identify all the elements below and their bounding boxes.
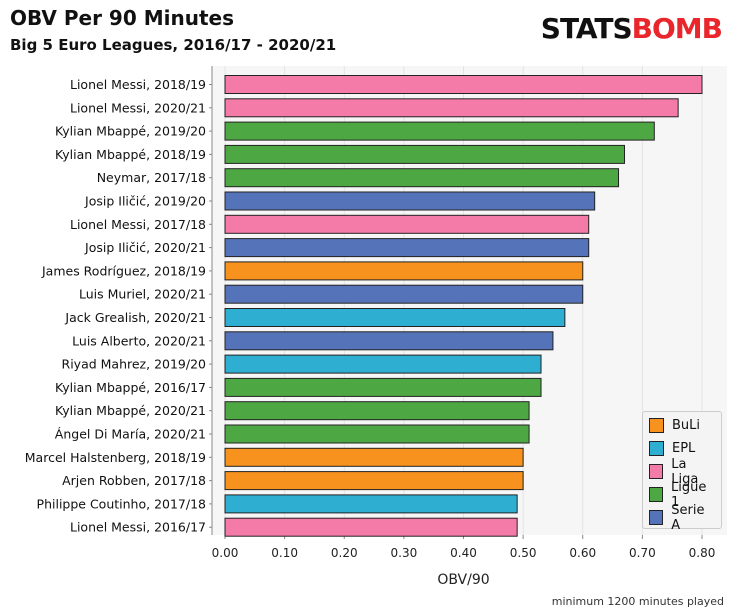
x-tick-label: 0.80 <box>689 546 716 560</box>
bar <box>224 424 530 444</box>
y-category-label: Philippe Coutinho, 2017/18 <box>37 496 206 511</box>
x-tick-label: 0.10 <box>271 546 298 560</box>
bar <box>224 354 542 374</box>
y-category-label: Arjen Robben, 2017/18 <box>62 473 206 488</box>
legend-swatch <box>649 441 664 456</box>
bar <box>224 75 703 94</box>
legend-label: La Liga <box>671 456 699 487</box>
x-tick-label: 0.20 <box>331 546 358 560</box>
legend-label: BuLi <box>672 418 701 433</box>
y-category-label: Ángel Di María, 2020/21 <box>55 427 206 442</box>
legend-label: Serie A <box>671 502 705 533</box>
bar <box>224 261 584 281</box>
bar <box>224 331 554 351</box>
bar <box>224 98 679 118</box>
bar <box>224 121 655 141</box>
legend-item: La Liga <box>649 457 715 487</box>
y-category-label: Lionel Messi, 2018/19 <box>70 77 206 92</box>
y-category-label: Luis Muriel, 2020/21 <box>79 287 206 302</box>
legend-item: Serie A <box>649 503 715 533</box>
bar <box>224 517 518 537</box>
y-category-label: Riyad Mahrez, 2019/20 <box>62 357 207 372</box>
bar <box>224 168 620 188</box>
legend-swatch <box>649 418 664 433</box>
y-category-label: Josip Iličić, 2019/20 <box>84 194 206 209</box>
bar <box>224 238 590 258</box>
bar <box>224 401 530 421</box>
y-category-label: Neymar, 2017/18 <box>97 170 206 185</box>
legend-item: EPL <box>649 437 715 460</box>
chart-subtitle: Big 5 Euro Leagues, 2016/17 - 2020/21 <box>10 36 337 54</box>
bar <box>224 214 590 234</box>
bar <box>224 447 524 467</box>
bar <box>224 494 518 514</box>
legend-label: Ligue 1 <box>670 479 707 510</box>
bar <box>224 284 584 304</box>
y-category-label: Josip Iličić, 2020/21 <box>84 240 206 255</box>
x-axis-label: OBV/90 <box>437 572 489 588</box>
y-category-label: Kylian Mbappé, 2019/20 <box>55 124 206 139</box>
x-tick-label: 0.30 <box>391 546 418 560</box>
legend-label: EPL <box>672 441 696 456</box>
legend-swatch <box>649 464 664 479</box>
legend: BuLi EPL La Liga Ligue 1 Serie A <box>642 411 722 533</box>
y-category-label: Lionel Messi, 2016/17 <box>70 520 206 535</box>
chart-title: OBV Per 90 Minutes <box>10 6 234 30</box>
x-tick-label: 0.40 <box>450 546 477 560</box>
y-category-label: Kylian Mbappé, 2018/19 <box>55 147 206 162</box>
y-category-label: James Rodríguez, 2018/19 <box>41 263 206 278</box>
y-category-label: Jack Grealish, 2020/21 <box>64 310 206 325</box>
x-tick-label: 0.00 <box>212 546 239 560</box>
bar <box>224 377 542 397</box>
logo-bomb-text: BOMB <box>631 12 723 45</box>
logo-stats-text: STATS <box>540 12 633 45</box>
y-category-label: Kylian Mbappé, 2016/17 <box>55 380 206 395</box>
legend-swatch <box>649 510 664 525</box>
statsbomb-logo: STATSBOMB <box>540 12 723 45</box>
y-category-label: Lionel Messi, 2020/21 <box>70 100 206 115</box>
legend-swatch <box>649 487 663 502</box>
y-category-label: Marcel Halstenberg, 2018/19 <box>25 450 206 465</box>
footnote: minimum 1200 minutes played <box>551 595 724 608</box>
bar <box>224 144 625 164</box>
bar <box>224 471 524 491</box>
y-category-label: Luis Alberto, 2020/21 <box>72 333 206 348</box>
legend-item: BuLi <box>649 414 715 437</box>
bar <box>224 191 596 211</box>
y-category-label: Lionel Messi, 2017/18 <box>70 217 206 232</box>
y-category-label: Kylian Mbappé, 2020/21 <box>55 403 206 418</box>
x-tick-label: 0.60 <box>569 546 596 560</box>
legend-item: Ligue 1 <box>649 480 715 510</box>
x-tick-label: 0.50 <box>510 546 537 560</box>
x-tick-label: 0.70 <box>629 546 656 560</box>
bar <box>224 308 566 327</box>
